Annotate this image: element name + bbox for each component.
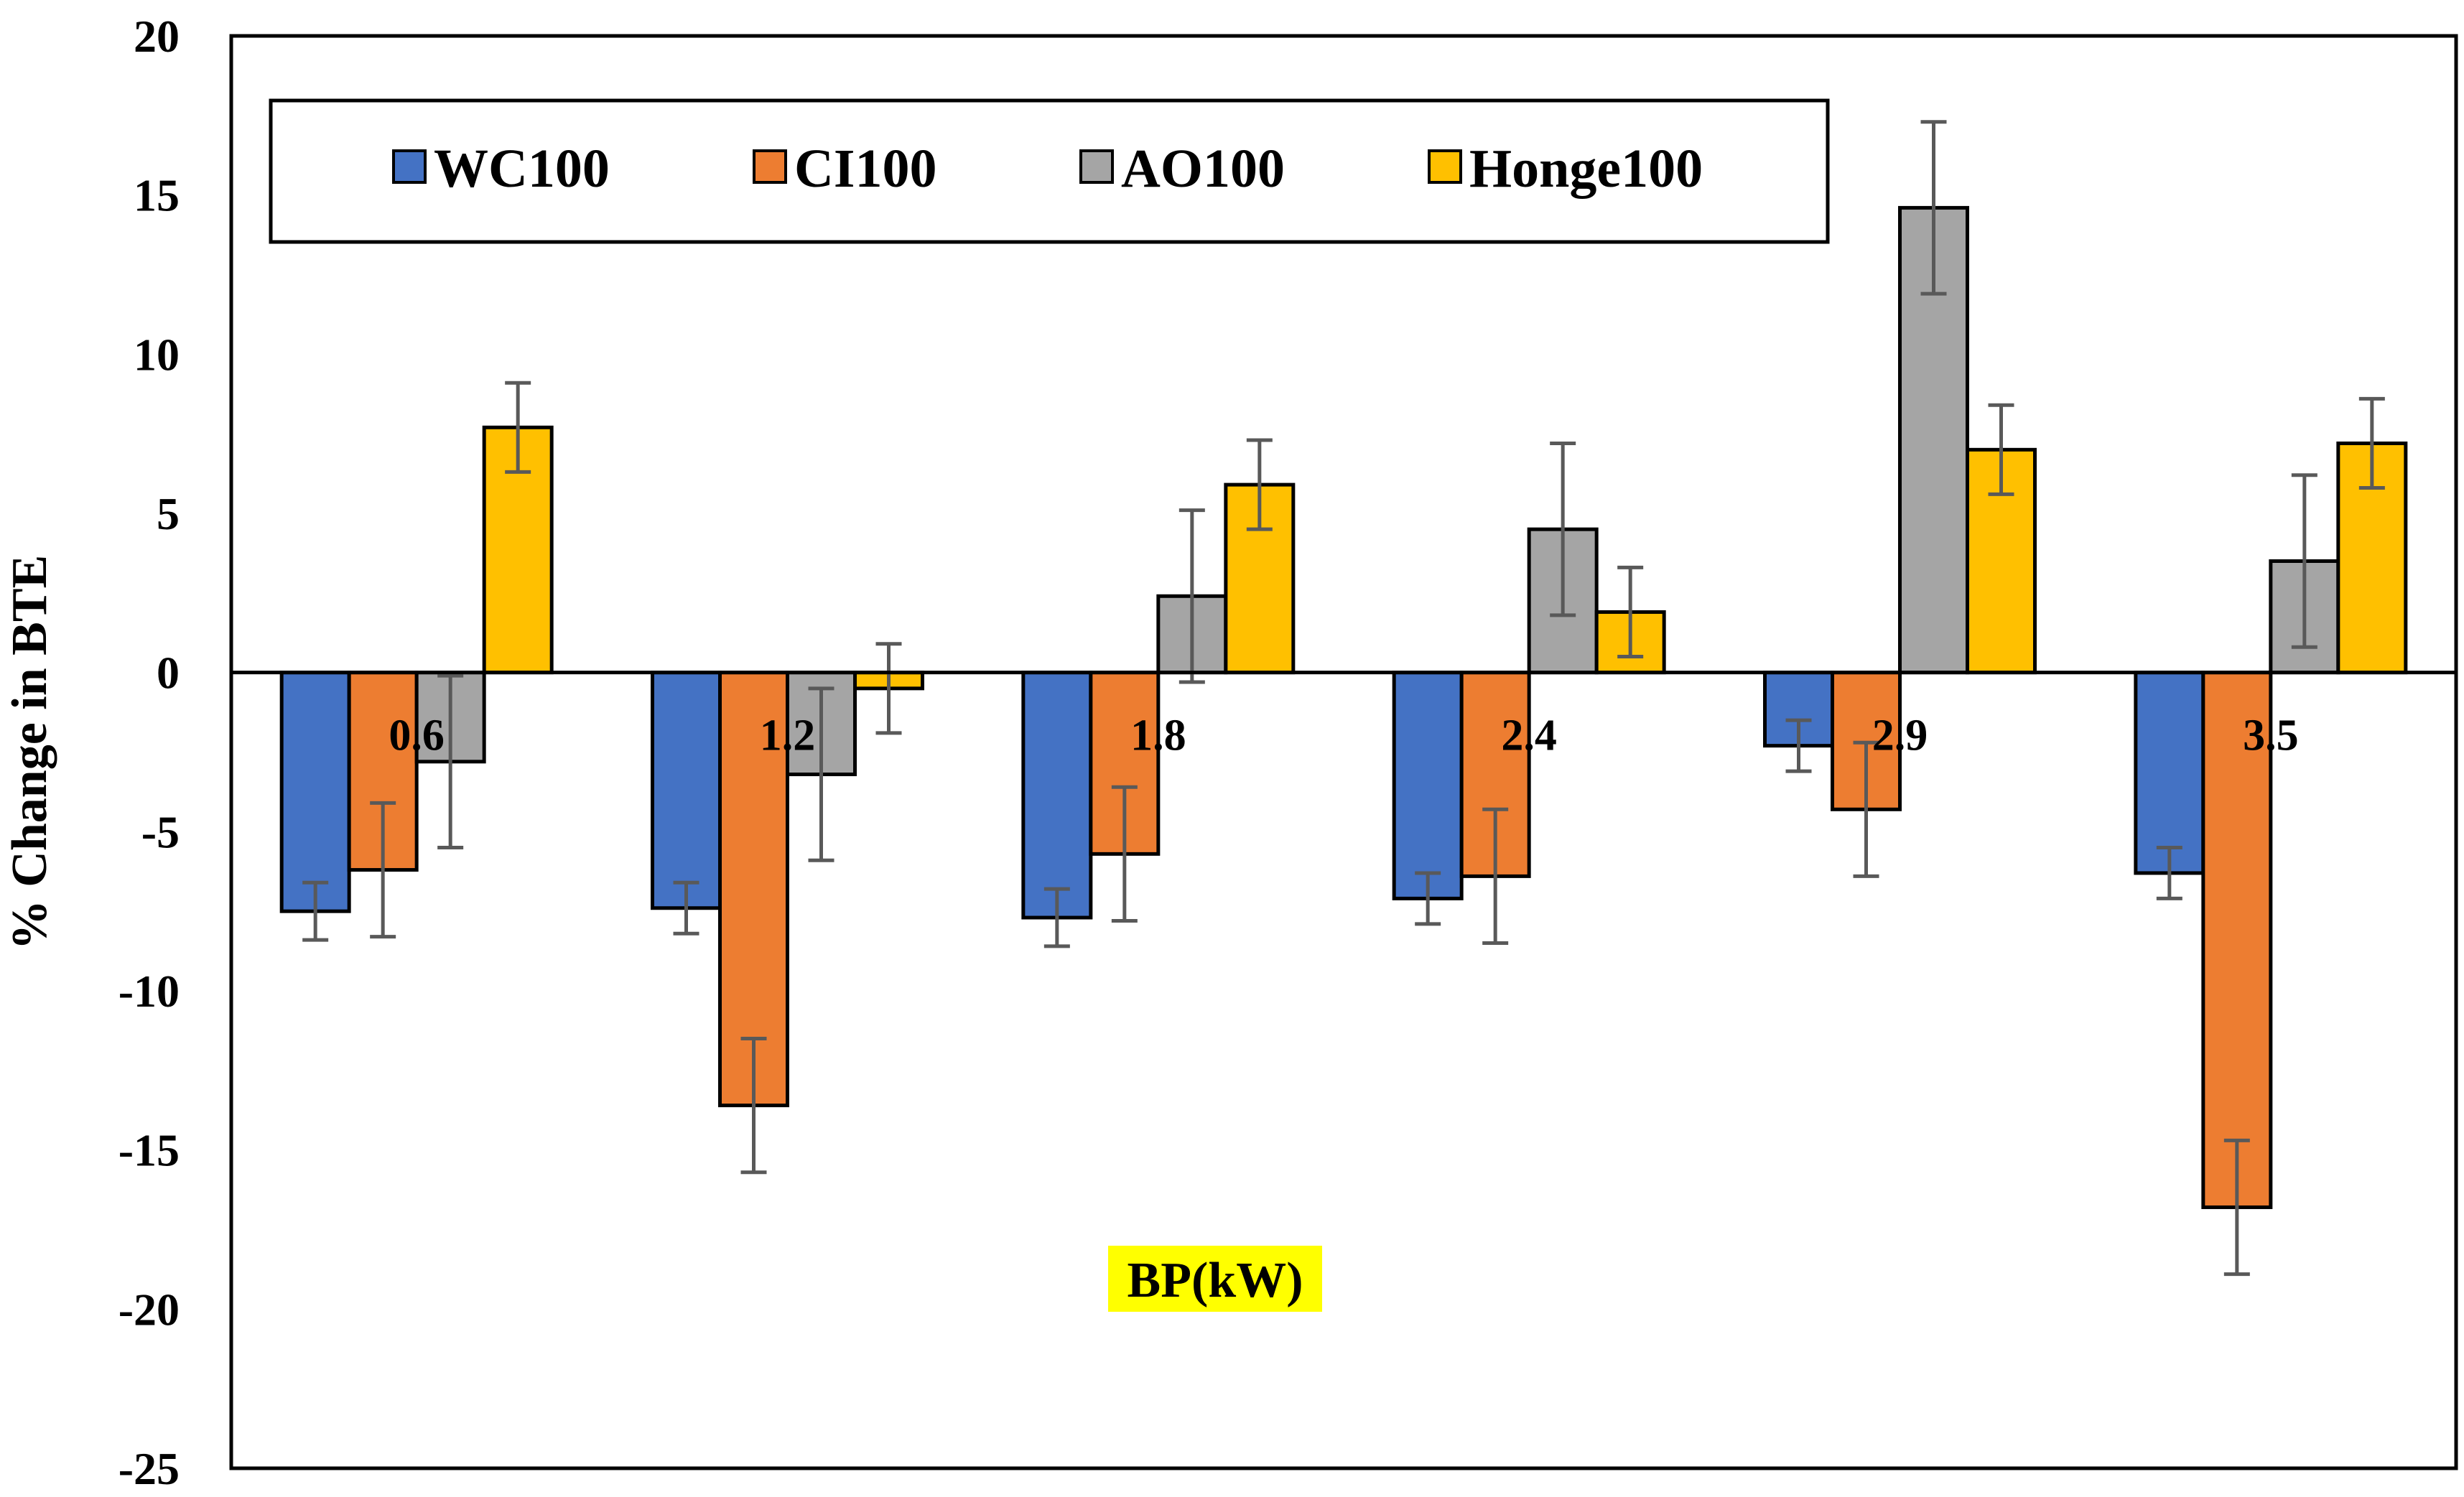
legend-label-ao100: AO100 <box>1121 139 1285 199</box>
y-tick-label: -5 <box>141 806 180 857</box>
legend-swatch-honge100 <box>1428 149 1462 184</box>
bar-wc100-3_5 <box>2134 671 2205 875</box>
y-tick-label: -10 <box>118 966 180 1017</box>
x-category-label: 0.6 <box>389 712 445 760</box>
x-axis-label: BP(kW) <box>1128 1253 1303 1308</box>
legend-swatch-ao100 <box>1079 149 1114 184</box>
legend-label-wc100: WC100 <box>434 139 610 199</box>
bar-ci100-1_2 <box>718 671 789 1108</box>
legend-box <box>269 98 1830 244</box>
y-tick-label: 0 <box>157 648 180 699</box>
legend-label-ci100: CI100 <box>794 139 936 199</box>
y-tick-label: -20 <box>118 1284 180 1335</box>
legend: WC100 CI100 AO100 Honge100 <box>269 98 1830 244</box>
y-tick-label: -25 <box>118 1443 180 1494</box>
legend-swatch-wc100 <box>392 149 427 184</box>
y-axis-label: % Change in BTE <box>2 555 57 950</box>
x-axis-label-highlight <box>1108 1246 1322 1312</box>
x-category-label: 3.5 <box>2243 712 2299 760</box>
y-tick-label: 10 <box>134 329 180 380</box>
x-category-label: 1.2 <box>760 712 816 760</box>
bar-wc100-2_4 <box>1392 671 1464 900</box>
legend-label-honge100: Honge100 <box>1469 139 1703 199</box>
x-category-label: 1.8 <box>1130 712 1186 760</box>
y-tick-label: 5 <box>157 488 180 539</box>
bar-ci100-3_5 <box>2201 671 2273 1209</box>
y-tick-label: 15 <box>134 170 180 221</box>
bar-wc100-0_6 <box>279 671 351 913</box>
x-category-label: 2.9 <box>1872 712 1928 760</box>
y-tick-label: 20 <box>134 11 180 62</box>
bar-wc100-1_2 <box>651 671 722 910</box>
legend-swatch-ci100 <box>753 149 787 184</box>
y-tick-label: -15 <box>118 1125 180 1176</box>
plot-area-frame <box>229 34 2458 1470</box>
x-category-label: 2.4 <box>1501 712 1557 760</box>
bar-wc100-1_8 <box>1021 671 1093 920</box>
